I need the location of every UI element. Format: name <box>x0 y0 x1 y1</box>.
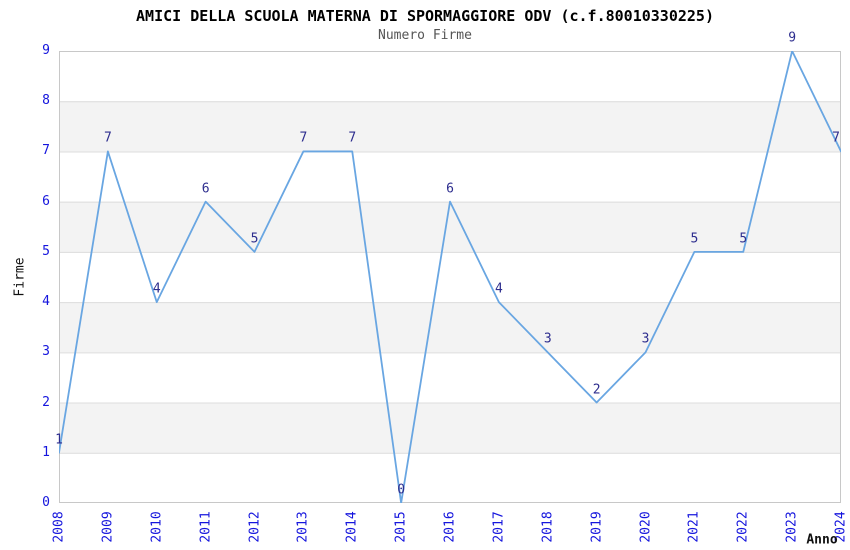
x-tick-label: 2020 <box>638 511 653 543</box>
data-point-label: 4 <box>152 281 161 297</box>
y-tick-label: 5 <box>42 243 50 259</box>
y-axis-title: Firme <box>12 257 28 297</box>
chart-title: AMICI DELLA SCUOLA MATERNA DI SPORMAGGIO… <box>136 7 714 25</box>
x-tick-label: 2023 <box>784 511 800 543</box>
y-tick-label: 9 <box>42 43 50 58</box>
y-tick-label: 0 <box>42 495 50 510</box>
x-tick-label: 2011 <box>198 511 214 543</box>
grid-band <box>59 201 841 252</box>
data-point-label: 7 <box>299 130 308 146</box>
data-point-label: 5 <box>690 231 699 247</box>
y-tick-label: 1 <box>42 444 50 460</box>
data-point-label: 5 <box>250 231 259 247</box>
series-line <box>59 51 841 503</box>
x-tick-label: 2009 <box>100 511 116 543</box>
plot-border <box>59 51 841 503</box>
data-point-label: 2 <box>592 382 601 398</box>
y-tick-label: 6 <box>42 193 50 209</box>
data-point-label: 7 <box>348 130 357 146</box>
data-point-label: 6 <box>446 181 454 197</box>
data-point-label: 4 <box>494 281 503 297</box>
x-tick-label: 2018 <box>540 511 556 543</box>
x-tick-label: 2012 <box>247 511 262 543</box>
x-axis-title: Anno <box>806 532 838 548</box>
y-tick-label: 8 <box>42 93 50 109</box>
data-point-label: 3 <box>543 331 552 347</box>
x-tick-label: 2017 <box>491 511 507 543</box>
x-tick-label: 2016 <box>442 511 458 543</box>
chart-subtitle: Numero Firme <box>378 28 472 43</box>
y-tick-label: 7 <box>42 143 50 159</box>
data-point-label: 7 <box>832 130 840 146</box>
grid-band <box>59 302 841 353</box>
y-tick-label: 4 <box>42 294 50 310</box>
data-point-label: 7 <box>103 130 112 146</box>
x-tick-label: 2008 <box>51 511 67 543</box>
data-point-label: 9 <box>788 30 797 46</box>
grid-band <box>59 101 841 152</box>
plot-area <box>59 51 841 503</box>
x-tick-label: 2010 <box>149 511 165 543</box>
data-point-label: 1 <box>55 432 63 448</box>
x-tick-label: 2019 <box>589 511 605 543</box>
y-tick-label: 2 <box>42 394 50 410</box>
x-tick-label: 2021 <box>686 511 702 543</box>
x-tick-label: 2014 <box>344 511 360 543</box>
x-tick-label: 2015 <box>393 511 409 543</box>
data-point-label: 3 <box>641 331 650 347</box>
x-tick-label: 2013 <box>295 511 311 543</box>
grid-band <box>59 402 841 453</box>
data-point-label: 0 <box>397 482 406 498</box>
y-tick-label: 3 <box>42 344 50 360</box>
data-point-label: 5 <box>739 231 748 247</box>
data-point-label: 6 <box>201 181 210 197</box>
x-tick-label: 2022 <box>735 511 751 543</box>
